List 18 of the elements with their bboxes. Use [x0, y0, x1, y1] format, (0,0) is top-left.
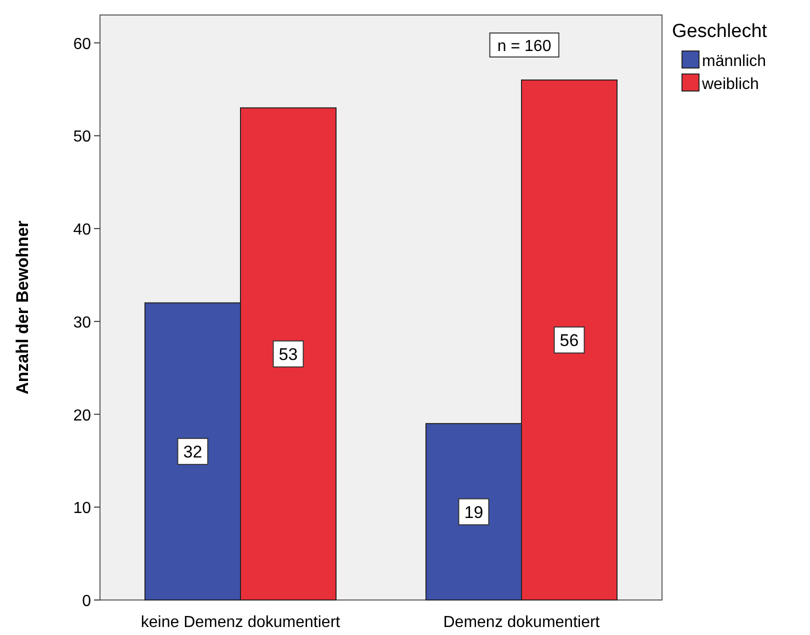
y-tick-label: 20: [73, 407, 92, 424]
legend-label: weiblich: [701, 76, 759, 93]
y-tick-label: 50: [73, 128, 92, 146]
y-axis-title: Anzahl der Bewohner: [13, 220, 32, 394]
annotation: n = 160: [497, 38, 552, 55]
y-tick-label: 10: [73, 500, 92, 518]
y-tick-label: 30: [73, 314, 92, 332]
x-tick-label: keine Demenz dokumentiert: [140, 614, 341, 631]
y-tick-label: 0: [82, 593, 92, 610]
y-tick-label: 40: [73, 222, 92, 239]
legend-title: Geschlecht: [672, 21, 768, 42]
data-label: 53: [278, 344, 298, 364]
data-label: 32: [183, 442, 202, 462]
data-label: 19: [464, 502, 484, 522]
x-tick-label: Demenz dokumentiert: [443, 614, 600, 631]
data-label: 56: [560, 331, 579, 350]
y-tick-label: 60: [73, 36, 92, 53]
legend-label: männlich: [702, 53, 766, 70]
